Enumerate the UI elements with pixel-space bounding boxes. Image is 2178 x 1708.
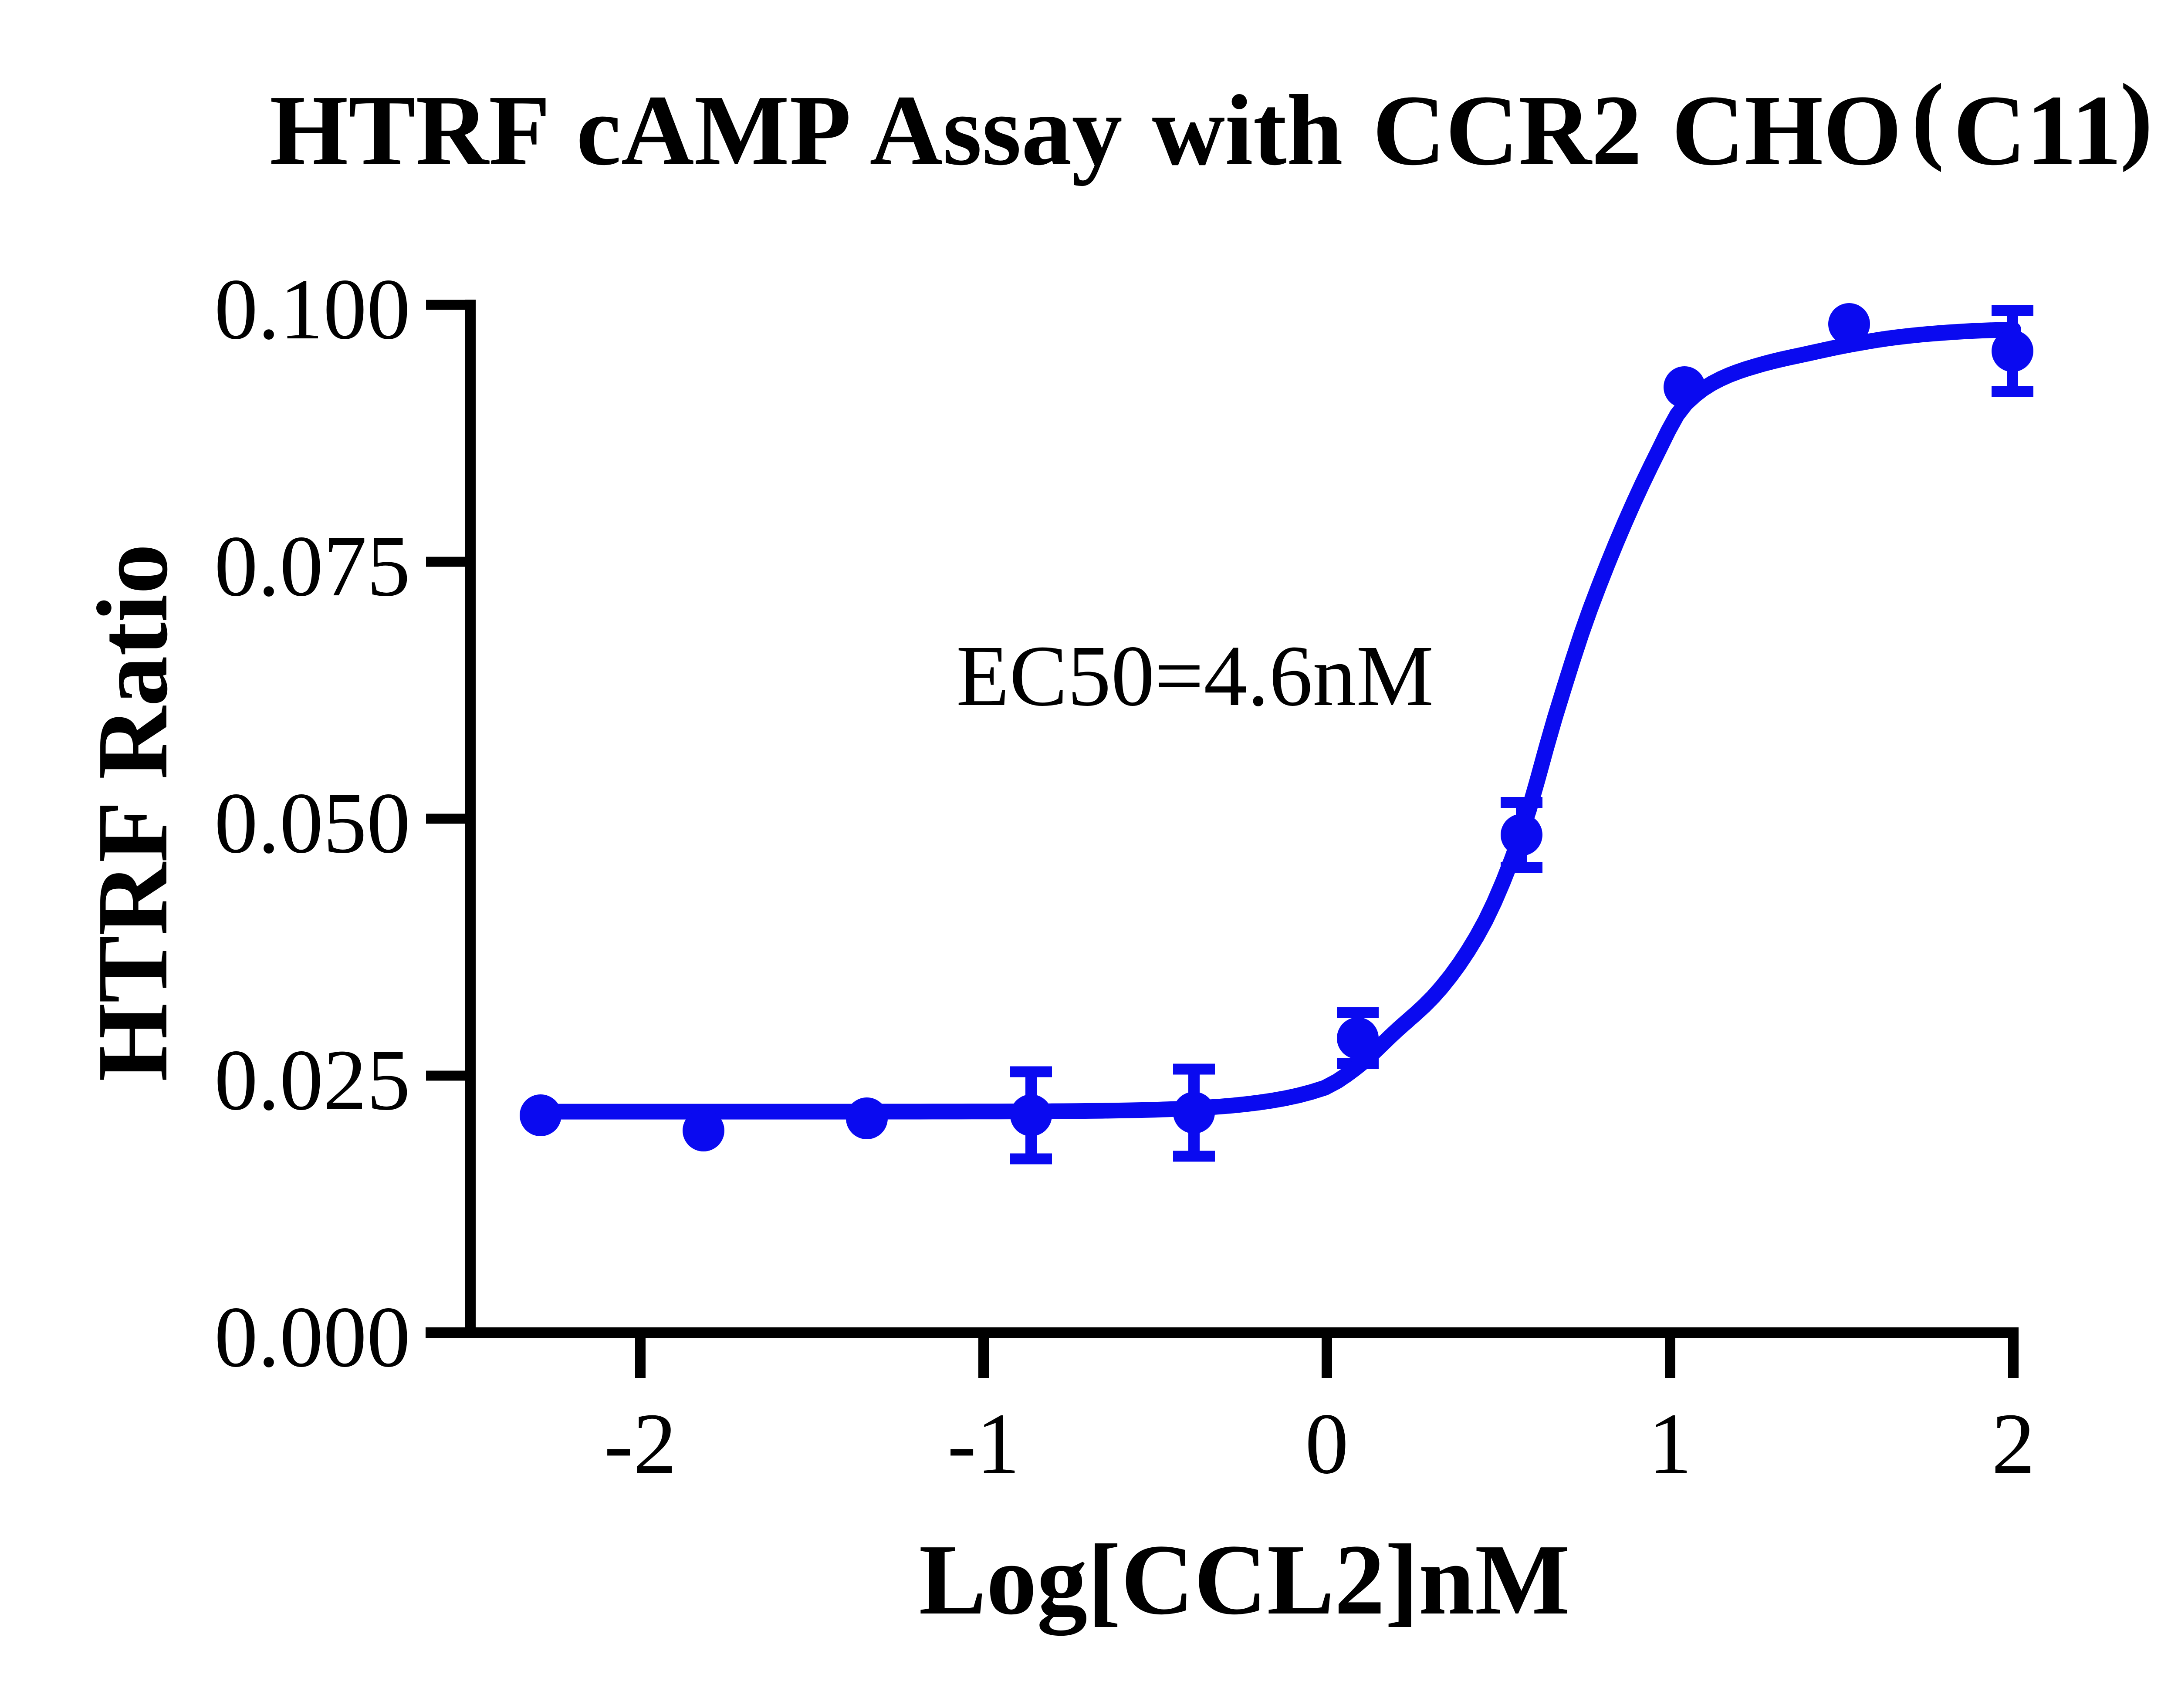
svg-text:(: ( — [1911, 64, 1944, 172]
svg-text:2: 2 — [1992, 1396, 2035, 1492]
svg-text:-1: -1 — [947, 1396, 1020, 1492]
svg-text:0.100: 0.100 — [214, 261, 410, 358]
svg-text:0: 0 — [1305, 1396, 1349, 1492]
svg-text:C11: C11 — [1953, 74, 2122, 186]
svg-text:EC50=4.6nM: EC50=4.6nM — [956, 628, 1434, 724]
svg-text:): ) — [2120, 64, 2153, 172]
svg-text:0.000: 0.000 — [214, 1289, 410, 1385]
svg-text:0.025: 0.025 — [214, 1032, 410, 1128]
svg-text:Log[CCL2]nM: Log[CCL2]nM — [919, 1524, 1570, 1636]
svg-text:HTRF cAMP Assay with CCR2 CHO: HTRF cAMP Assay with CCR2 CHO — [270, 74, 1902, 186]
svg-text:0.050: 0.050 — [214, 775, 410, 871]
svg-text:-2: -2 — [604, 1396, 677, 1492]
svg-text:1: 1 — [1648, 1396, 1692, 1492]
svg-text:0.075: 0.075 — [214, 518, 410, 614]
svg-text:HTRF Ratio: HTRF Ratio — [77, 543, 189, 1081]
